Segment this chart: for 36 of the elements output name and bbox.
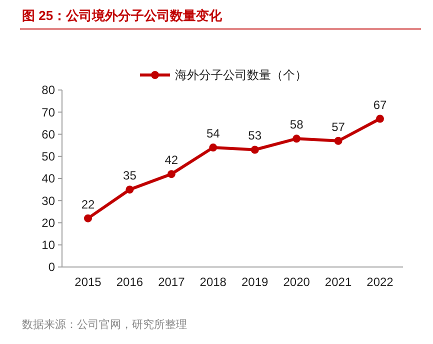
chart-title: 图 25：公司境外分子公司数量变化	[22, 8, 224, 23]
data-label: 54	[206, 126, 220, 141]
x-tick-label: 2016	[116, 275, 144, 289]
data-label: 42	[164, 153, 178, 168]
x-tick-label: 2020	[283, 275, 310, 289]
data-label: 22	[81, 197, 95, 212]
y-tick-label: 60	[42, 127, 56, 142]
data-label: 53	[248, 128, 262, 143]
y-tick-label: 0	[48, 260, 56, 274]
x-tick-label: 2021	[324, 275, 352, 289]
x-tick-label: 2018	[200, 275, 227, 289]
x-tick-label: 2019	[242, 275, 269, 289]
point	[292, 134, 301, 143]
legend-label: 海外分子公司数量（个）	[175, 68, 307, 82]
y-tick-label: 70	[42, 105, 56, 120]
y-tick-label: 10	[42, 238, 56, 252]
y-tick-label: 40	[42, 172, 56, 186]
point	[250, 146, 259, 154]
point	[334, 136, 342, 145]
data-label: 58	[290, 118, 304, 132]
point	[376, 114, 384, 123]
point	[126, 186, 134, 194]
data-label: 67	[373, 98, 387, 112]
source-note: 数据来源：公司官网，研究所整理	[22, 318, 187, 331]
y-tick-label: 20	[42, 216, 56, 230]
y-tick-label: 30	[42, 194, 56, 208]
y-tick-label: 80	[42, 83, 56, 98]
x-tick-label: 2017	[158, 275, 186, 289]
data-label: 35	[123, 168, 137, 183]
data-label: 57	[332, 120, 346, 134]
point	[167, 170, 176, 178]
point	[209, 144, 218, 152]
y-tick-label: 50	[42, 150, 56, 164]
point	[84, 214, 92, 222]
x-tick-label: 2015	[74, 275, 102, 289]
x-tick-label: 2022	[366, 275, 394, 289]
